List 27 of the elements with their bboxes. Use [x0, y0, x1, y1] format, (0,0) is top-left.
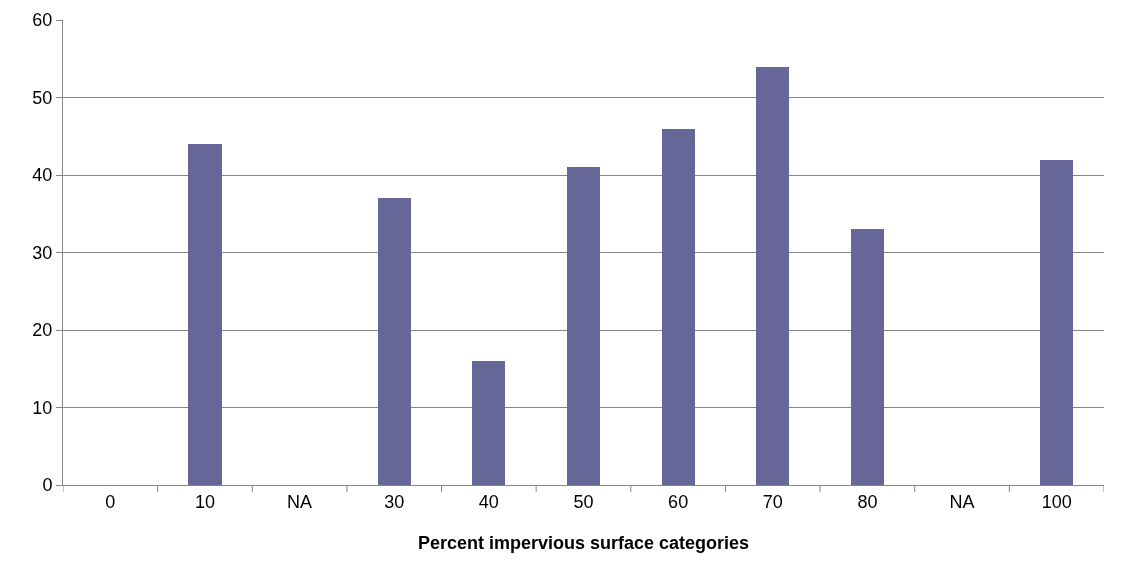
x-tick-label: 100 [1041, 491, 1072, 512]
x-tick-label: NA [949, 491, 975, 512]
bar [567, 167, 600, 485]
bar [851, 229, 884, 485]
bar [472, 361, 505, 485]
bar [188, 144, 222, 485]
bar [662, 129, 695, 485]
x-tick-label: 30 [384, 491, 405, 512]
y-tick-label: 30 [32, 242, 53, 263]
y-tick-label: 40 [32, 165, 53, 186]
x-tick-label: 40 [478, 491, 499, 512]
x-tick-label: 50 [573, 491, 594, 512]
bar [1040, 160, 1073, 485]
y-tick-label: 0 [42, 475, 53, 496]
bar [756, 67, 789, 485]
bar [378, 198, 411, 485]
y-tick-label: 60 [32, 10, 53, 31]
x-tick-label: 70 [762, 491, 783, 512]
x-tick-label: 10 [194, 491, 215, 512]
y-tick-label: 50 [32, 87, 53, 108]
x-tick-label: NA [287, 491, 313, 512]
y-tick-label: 10 [32, 397, 53, 418]
x-tick-label: 80 [857, 491, 878, 512]
x-tick-label: 0 [105, 491, 116, 512]
x-axis-title: Percent impervious surface categories [417, 532, 750, 553]
y-tick-label: 20 [32, 320, 53, 341]
x-tick-label: 60 [668, 491, 689, 512]
